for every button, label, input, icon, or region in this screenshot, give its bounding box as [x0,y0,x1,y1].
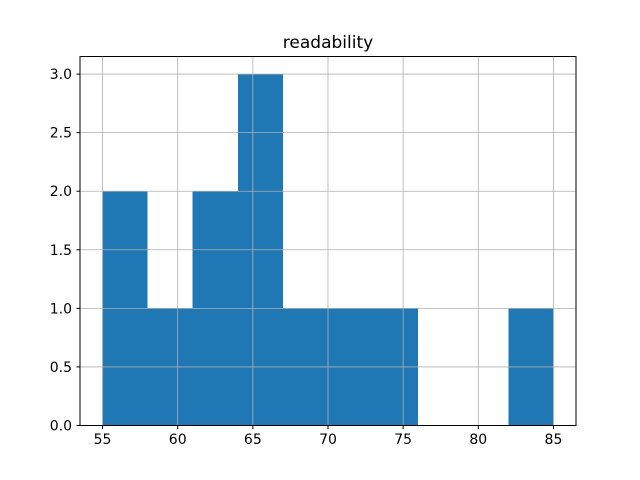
x-tick-label: 75 [394,432,412,448]
y-tick-label: 2.5 [50,126,72,142]
x-tick-label: 65 [244,432,262,448]
x-tick-label: 60 [169,432,187,448]
x-tick-label: 85 [545,432,563,448]
y-tick-label: 1.5 [50,243,72,259]
grid-layer [80,56,576,426]
y-tick-label: 0.5 [50,360,72,376]
tick-labels-layer: 55 60 65 70 75 80 85 0.0 0.5 1.0 1.5 2.0 2.5 3.0 [50,67,563,448]
x-tick-label: 80 [469,432,487,448]
y-tick-label: 1.0 [50,301,72,317]
y-tick-label: 3.0 [50,67,72,83]
chart-title: readability [283,33,373,53]
ticks-layer [76,73,554,429]
y-tick-label: 2.0 [50,184,72,200]
y-tick-label: 0.0 [50,419,72,435]
x-tick-label: 55 [94,432,112,448]
x-tick-label: 70 [319,432,337,448]
